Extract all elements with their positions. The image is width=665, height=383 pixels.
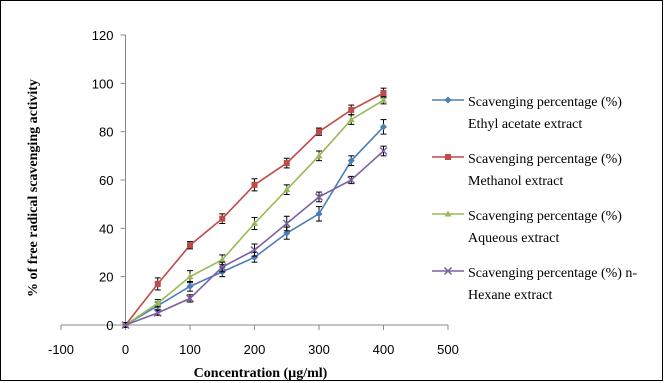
- axes: 0 20 40 60 80 100 120 -100 0 100 200 300 400 500: [48, 28, 459, 357]
- data-point: [380, 123, 387, 131]
- data-point: [315, 210, 323, 218]
- data-point: [251, 181, 258, 188]
- x-tick-label: 200: [244, 342, 266, 357]
- data-point: [445, 154, 451, 160]
- legend-label: Ethyl acetate extract: [468, 117, 582, 132]
- x-tick-label: -100: [48, 342, 74, 357]
- data-point: [315, 152, 323, 159]
- legend-label: Scavenging percentage (%) n-: [468, 266, 637, 281]
- data-point: [283, 229, 291, 237]
- data-point: [219, 215, 226, 222]
- data-point: [218, 262, 227, 272]
- data-point: [251, 220, 258, 226]
- y-tick-label: 100: [92, 76, 114, 91]
- legend-label: Scavenging percentage (%): [468, 209, 622, 224]
- data-point: [187, 242, 193, 249]
- legend-label: Hexane extract: [468, 288, 552, 303]
- data-point: [283, 186, 291, 193]
- data-point: [251, 253, 258, 261]
- legend-entry-1: Scavenging percentage (%) Ethyl acetate e…: [432, 95, 622, 132]
- x-tick-label: 100: [179, 342, 201, 357]
- legend-label: Aqueous extract: [468, 231, 559, 246]
- data-point: [380, 96, 387, 103]
- legend-label: Scavenging percentage (%): [468, 152, 622, 167]
- x-tick-label: 0: [122, 342, 129, 357]
- data-point: [250, 246, 259, 255]
- data-point: [153, 308, 162, 317]
- data-point: [444, 96, 452, 104]
- legend-entry-2: Scavenging percentage (%) Methanol extrac…: [432, 152, 622, 189]
- data-point: [347, 157, 355, 165]
- data-point: [379, 146, 388, 156]
- y-tick-label: 20: [99, 270, 113, 285]
- y-tick-label: 120: [92, 28, 114, 43]
- data-point: [380, 90, 387, 96]
- y-axis-title: % of free radical scavenging activity: [26, 79, 41, 297]
- data-point: [443, 266, 453, 276]
- x-tick-label: 400: [373, 342, 395, 357]
- y-tick-label: 40: [99, 221, 113, 236]
- data-point: [283, 160, 290, 167]
- series-layer: [121, 87, 388, 330]
- legend-label: Scavenging percentage (%): [468, 95, 622, 110]
- y-tick-label: 60: [99, 173, 113, 188]
- data-point: [444, 210, 452, 217]
- data-point: [186, 282, 194, 290]
- data-point: [347, 116, 355, 123]
- data-point: [347, 175, 356, 185]
- data-point: [154, 280, 161, 287]
- x-tick-label: 500: [437, 342, 459, 357]
- legend-label: Methanol extract: [468, 174, 563, 189]
- x-tick-label: 300: [308, 342, 330, 357]
- x-axis-title: Concentration (µg/ml): [194, 366, 328, 381]
- data-point: [316, 128, 322, 135]
- series-line: [125, 99, 384, 326]
- data-point: [154, 299, 162, 306]
- data-point: [121, 320, 130, 330]
- data-point: [314, 192, 324, 201]
- data-point: [185, 294, 195, 303]
- y-tick-label: 0: [106, 318, 113, 333]
- series-3: [122, 96, 387, 328]
- data-point: [282, 219, 291, 228]
- y-tick-label: 80: [99, 125, 113, 140]
- data-point: [348, 106, 355, 113]
- legend-entry-3: Scavenging percentage (%) Aqueous extract: [432, 209, 622, 246]
- data-point: [186, 273, 194, 280]
- series-4: [121, 145, 388, 330]
- legend: Scavenging percentage (%) Ethyl acetate e…: [432, 95, 637, 303]
- data-point: [218, 256, 226, 263]
- legend-entry-4: Scavenging percentage (%) n- Hexane extra…: [432, 266, 637, 303]
